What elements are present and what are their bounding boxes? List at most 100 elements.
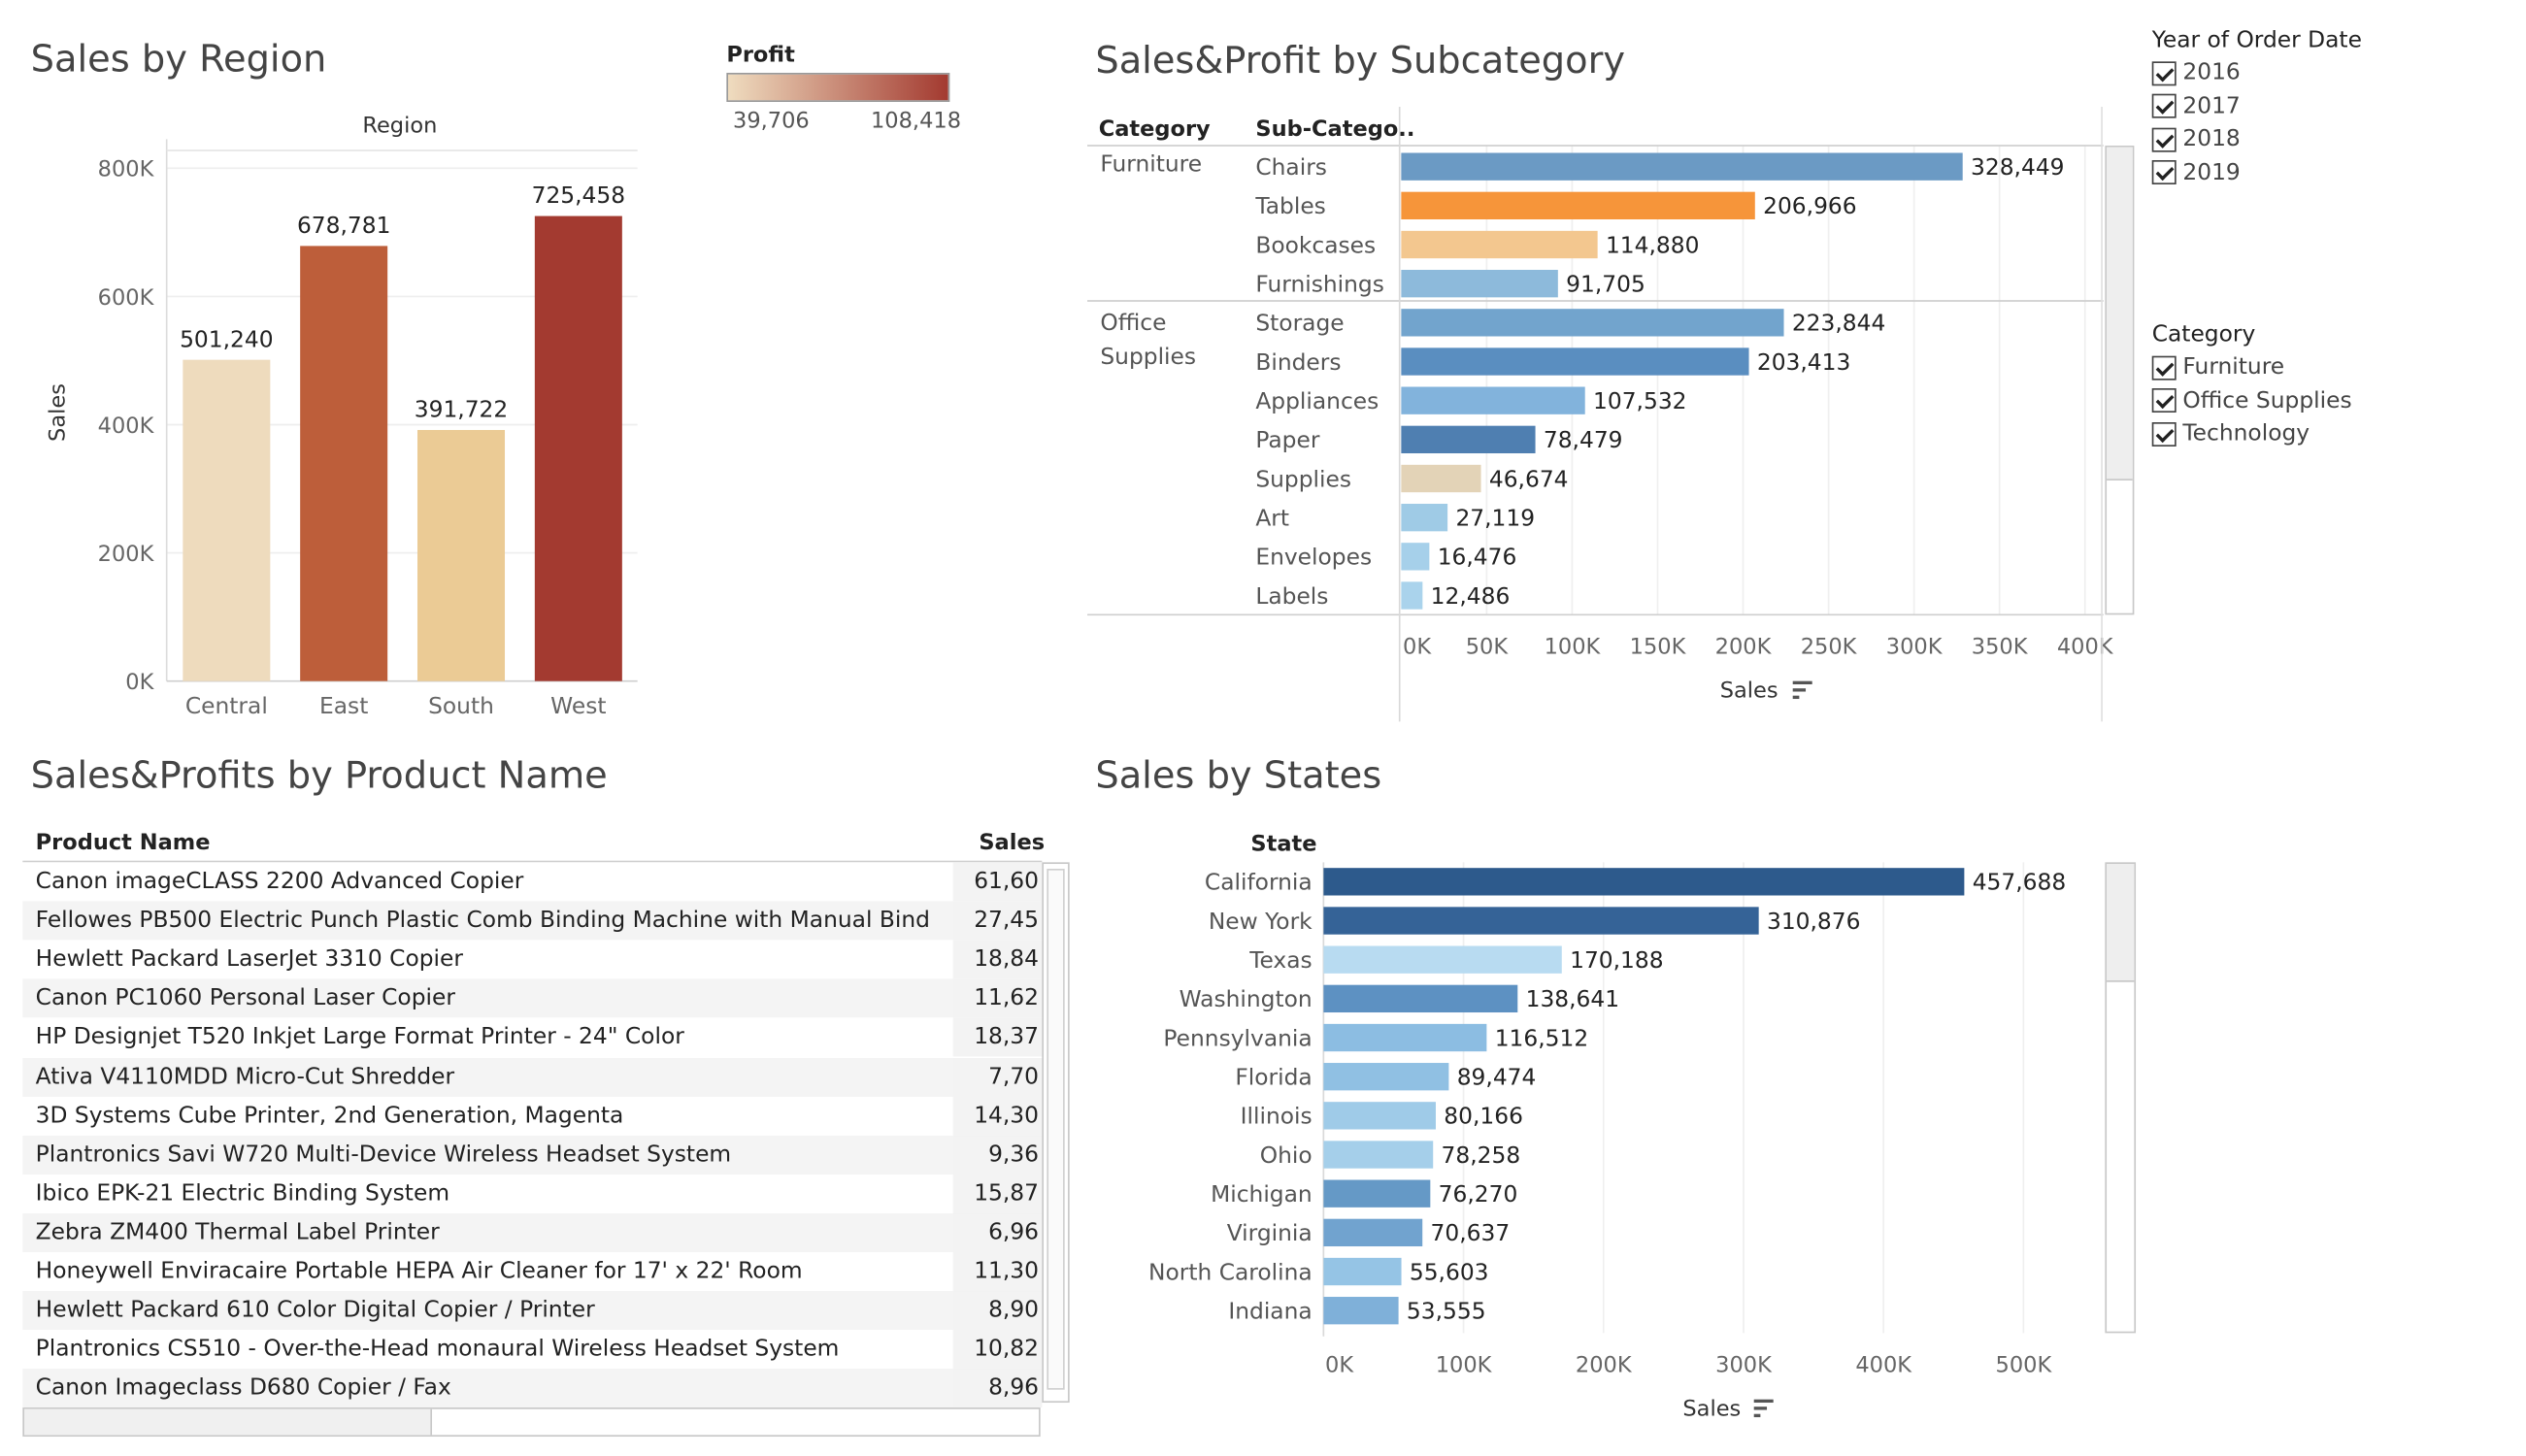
year-filter-option-2017[interactable]: 2017 xyxy=(2151,90,2362,123)
subcategory-bar-storage[interactable] xyxy=(1401,309,1784,337)
product-table-vertical-scrollbar[interactable] xyxy=(1042,862,1070,1404)
product-name-column-header: Product Name xyxy=(35,830,211,856)
product-table-hscroll-thumb[interactable] xyxy=(24,1408,433,1436)
table-row[interactable]: Plantronics CS510 - Over-the-Head monaur… xyxy=(22,1330,1043,1370)
year-filter-option-2018[interactable]: 2018 xyxy=(2151,123,2362,156)
product-name-cell: Plantronics CS510 - Over-the-Head monaur… xyxy=(35,1337,840,1363)
state-label-ohio: Ohio xyxy=(1260,1142,1313,1169)
year-filter-option-2016[interactable]: 2016 xyxy=(2151,56,2362,89)
category-filter-option-furniture[interactable]: Furniture xyxy=(2151,351,2352,384)
state-bar-california[interactable] xyxy=(1323,868,1965,896)
category-filter-option-label: Technology xyxy=(2182,420,2310,447)
state-bar-north-carolina[interactable] xyxy=(1323,1257,1402,1286)
table-row[interactable]: HP Designjet T520 Inkjet Large Format Pr… xyxy=(22,1018,1043,1058)
subcategory-bar-labels[interactable] xyxy=(1401,581,1423,610)
checkbox-checked-icon[interactable] xyxy=(2151,60,2177,85)
table-row[interactable]: Canon PC1060 Personal Laser Copier 11,62 xyxy=(22,978,1043,1018)
product-name-cell: Canon imageCLASS 2200 Advanced Copier xyxy=(35,869,524,895)
checkbox-checked-icon[interactable] xyxy=(2151,388,2177,414)
table-row[interactable]: Hewlett Packard LaserJet 3310 Copier 18,8… xyxy=(22,940,1043,979)
product-sales-cell: 11,62 xyxy=(974,985,1040,1012)
subcategory-bar-supplies[interactable] xyxy=(1401,464,1481,493)
subcategory-bar-bookcases[interactable] xyxy=(1401,230,1598,259)
state-bar-michigan[interactable] xyxy=(1323,1179,1431,1208)
category-filter-option-technology[interactable]: Technology xyxy=(2151,417,2352,450)
state-bar-washington[interactable] xyxy=(1323,984,1518,1013)
state-bar-value-label: 80,166 xyxy=(1444,1103,1523,1130)
state-bar-florida[interactable] xyxy=(1323,1063,1449,1091)
region-bar-value-label: 678,781 xyxy=(297,212,390,239)
checkbox-checked-icon[interactable] xyxy=(2151,354,2177,380)
subcategory-scrollbar-thumb[interactable] xyxy=(2107,147,2133,481)
states-x-axis-label: Sales xyxy=(1682,1396,1742,1423)
checkbox-checked-icon[interactable] xyxy=(2151,421,2177,447)
year-filter-option-2019[interactable]: 2019 xyxy=(2151,156,2362,189)
states-scrollbar-thumb[interactable] xyxy=(2107,864,2135,982)
year-filter-option-label: 2018 xyxy=(2182,126,2241,152)
subcategory-bar-appliances[interactable] xyxy=(1401,386,1585,414)
subcategory-label-art: Art xyxy=(1255,505,1289,532)
product-sales-cell: 8,90 xyxy=(988,1297,1040,1324)
subcategory-label-chairs: Chairs xyxy=(1255,153,1327,181)
subcategory-bar-envelopes[interactable] xyxy=(1401,543,1430,571)
product-sales-cell: 6,96 xyxy=(988,1219,1040,1246)
subcategory-bar-tables[interactable] xyxy=(1401,191,1755,220)
year-filter-option-label: 2016 xyxy=(2182,59,2241,86)
product-name-cell: Fellowes PB500 Electric Punch Plastic Co… xyxy=(35,908,930,934)
state-bar-ohio[interactable] xyxy=(1323,1141,1434,1169)
checkbox-checked-icon[interactable] xyxy=(2151,126,2177,151)
region-y-tick-label: 0K xyxy=(125,670,154,695)
subcategory-scrollbar[interactable] xyxy=(2105,146,2135,615)
subcategory-bar-art[interactable] xyxy=(1401,504,1448,532)
subcategory-bar-value-label: 114,880 xyxy=(1606,231,1699,258)
table-row[interactable]: Plantronics Savi W720 Multi-Device Wirel… xyxy=(22,1135,1043,1175)
product-name-cell: Hewlett Packard LaserJet 3310 Copier xyxy=(35,946,464,973)
sort-descending-icon[interactable] xyxy=(1791,679,1813,701)
subcategory-label-labels: Labels xyxy=(1255,582,1328,610)
product-sales-cell: 27,45 xyxy=(974,908,1040,934)
category-furniture: Furniture xyxy=(1100,151,1203,179)
region-y-tick-label: 800K xyxy=(98,157,155,182)
state-bar-virginia[interactable] xyxy=(1323,1218,1423,1247)
subcategory-x-tick-label: 150K xyxy=(1630,634,1687,659)
state-label-illinois: Illinois xyxy=(1241,1103,1313,1130)
states-x-tick-label: 100K xyxy=(1436,1352,1493,1377)
product-table-horizontal-scrollbar[interactable] xyxy=(22,1407,1041,1438)
states-scrollbar[interactable] xyxy=(2105,862,2137,1334)
subcategory-bar-value-label: 203,413 xyxy=(1757,348,1850,376)
year-filter-option-label: 2017 xyxy=(2182,92,2241,119)
profit-legend-title: Profit xyxy=(726,42,795,69)
subcategory-bar-paper[interactable] xyxy=(1401,425,1536,454)
subcategory-bar-chairs[interactable] xyxy=(1401,152,1963,181)
product-table-vscroll-thumb[interactable] xyxy=(1047,869,1065,1390)
subcategory-bar-value-label: 223,844 xyxy=(1792,310,1885,337)
table-row[interactable]: Zebra ZM400 Thermal Label Printer 6,96 xyxy=(22,1212,1043,1252)
region-bar-central[interactable] xyxy=(183,359,271,681)
table-row[interactable]: Ibico EPK-21 Electric Binding System 15,8… xyxy=(22,1174,1043,1213)
table-row[interactable]: Honeywell Enviracaire Portable HEPA Air … xyxy=(22,1252,1043,1292)
table-row[interactable]: Fellowes PB500 Electric Punch Plastic Co… xyxy=(22,901,1043,941)
region-bar-west[interactable] xyxy=(534,215,622,681)
state-bar-illinois[interactable] xyxy=(1323,1102,1436,1130)
states-chart-title: Sales by States xyxy=(1095,755,1382,798)
table-row[interactable]: 3D Systems Cube Printer, 2nd Generation,… xyxy=(22,1096,1043,1136)
subcategory-bar-furnishings[interactable] xyxy=(1401,270,1558,298)
region-bar-south[interactable] xyxy=(417,429,506,681)
category-filter-option-office-supplies[interactable]: Office Supplies xyxy=(2151,384,2352,417)
table-row[interactable]: Hewlett Packard 610 Color Digital Copier… xyxy=(22,1291,1043,1331)
sort-descending-icon[interactable] xyxy=(1752,1398,1775,1419)
table-row[interactable]: Ativa V4110MDD Micro-Cut Shredder 7,70 xyxy=(22,1057,1043,1097)
state-bar-new-york[interactable] xyxy=(1323,907,1759,935)
state-bar-texas[interactable] xyxy=(1323,945,1562,974)
state-bar-indiana[interactable] xyxy=(1323,1297,1399,1325)
states-x-tick-label: 500K xyxy=(1996,1352,2053,1377)
checkbox-checked-icon[interactable] xyxy=(2151,160,2177,185)
table-row[interactable]: Canon Imageclass D680 Copier / Fax 8,96 xyxy=(22,1369,1043,1408)
state-bar-pennsylvania[interactable] xyxy=(1323,1023,1487,1052)
state-label-washington: Washington xyxy=(1180,985,1313,1012)
region-bar-east[interactable] xyxy=(300,246,388,681)
table-row[interactable]: Canon imageCLASS 2200 Advanced Copier 61,… xyxy=(22,862,1043,902)
subcategory-bar-binders[interactable] xyxy=(1401,347,1749,376)
state-bar-value-label: 89,474 xyxy=(1457,1064,1537,1091)
checkbox-checked-icon[interactable] xyxy=(2151,93,2177,118)
